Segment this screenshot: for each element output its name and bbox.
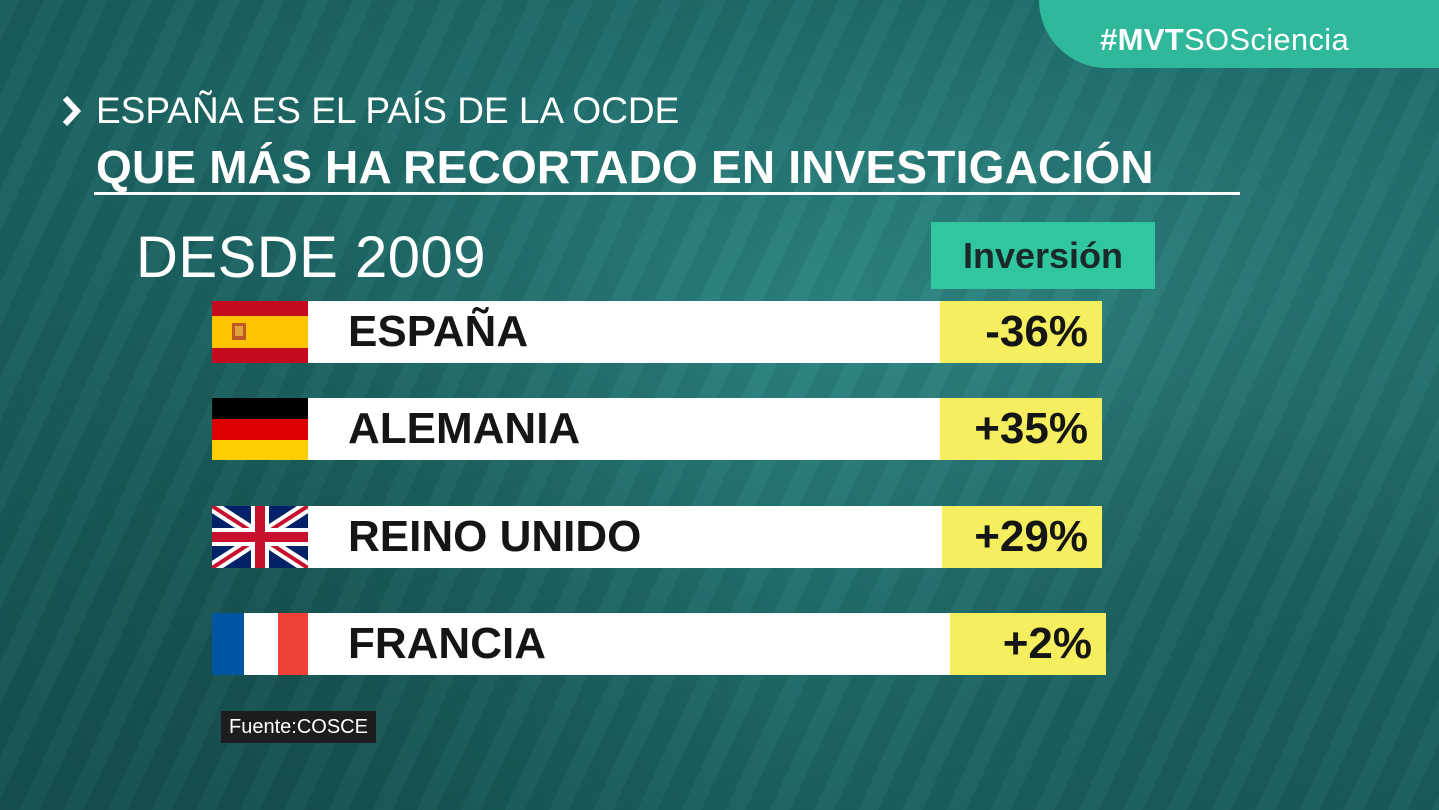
france-flag-icon <box>212 613 308 675</box>
headline: QUE MÁS HA RECORTADO EN INVESTIGACIÓN <box>96 141 1154 193</box>
hashtag-bold: #MVT <box>1100 22 1185 57</box>
period-label: DESDE 2009 <box>136 225 486 290</box>
row-spain: ESPAÑA -36% <box>212 301 1102 363</box>
country-label: FRANCIA <box>308 613 950 675</box>
country-label: REINO UNIDO <box>308 506 942 568</box>
hashtag: #MVTSOSciencia <box>1100 22 1349 58</box>
chevron-right-icon <box>62 96 82 126</box>
value-badge: -36% <box>940 301 1102 363</box>
kicker: ESPAÑA ES EL PAÍS DE LA OCDE <box>62 90 679 132</box>
spain-flag-icon <box>212 301 308 363</box>
row-germany: ALEMANIA +35% <box>212 398 1102 460</box>
value-badge: +29% <box>942 506 1102 568</box>
country-label: ALEMANIA <box>308 398 940 460</box>
uk-flag-icon <box>212 506 308 568</box>
hashtag-tab <box>1039 0 1439 68</box>
row-france: FRANCIA +2% <box>212 613 1106 675</box>
row-uk: REINO UNIDO +29% <box>212 506 1102 568</box>
headline-rule <box>94 192 1240 195</box>
source-label: Fuente:COSCE <box>221 711 376 743</box>
germany-flag-icon <box>212 398 308 460</box>
hashtag-rest: SOSciencia <box>1184 22 1349 57</box>
value-badge: +2% <box>950 613 1106 675</box>
country-label: ESPAÑA <box>308 301 940 363</box>
kicker-text: ESPAÑA ES EL PAÍS DE LA OCDE <box>96 90 680 131</box>
column-header: Inversión <box>931 222 1155 289</box>
value-badge: +35% <box>940 398 1102 460</box>
